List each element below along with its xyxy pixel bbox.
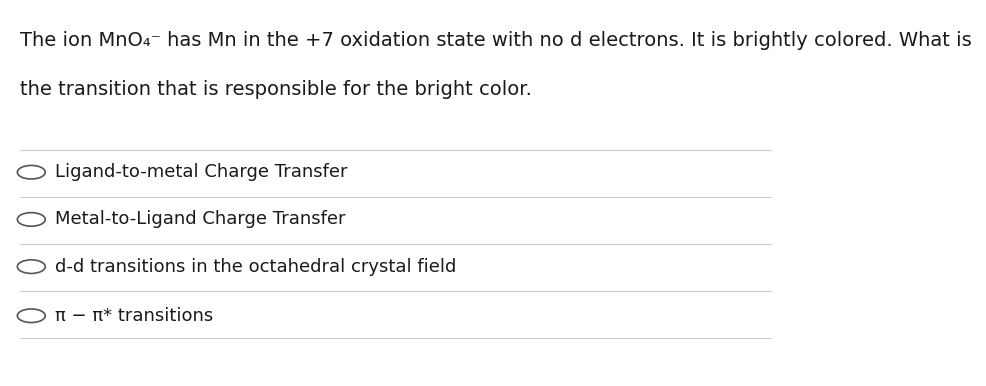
Text: Metal-to-Ligand Charge Transfer: Metal-to-Ligand Charge Transfer [54,210,345,229]
Text: Ligand-to-metal Charge Transfer: Ligand-to-metal Charge Transfer [54,163,347,181]
Text: π − π* transitions: π − π* transitions [54,307,213,325]
Text: The ion MnO₄⁻ has Mn in the +7 oxidation state with no d electrons. It is bright: The ion MnO₄⁻ has Mn in the +7 oxidation… [20,30,971,50]
Text: d-d transitions in the octahedral crystal field: d-d transitions in the octahedral crysta… [54,257,456,276]
Text: the transition that is responsible for the bright color.: the transition that is responsible for t… [20,80,531,99]
